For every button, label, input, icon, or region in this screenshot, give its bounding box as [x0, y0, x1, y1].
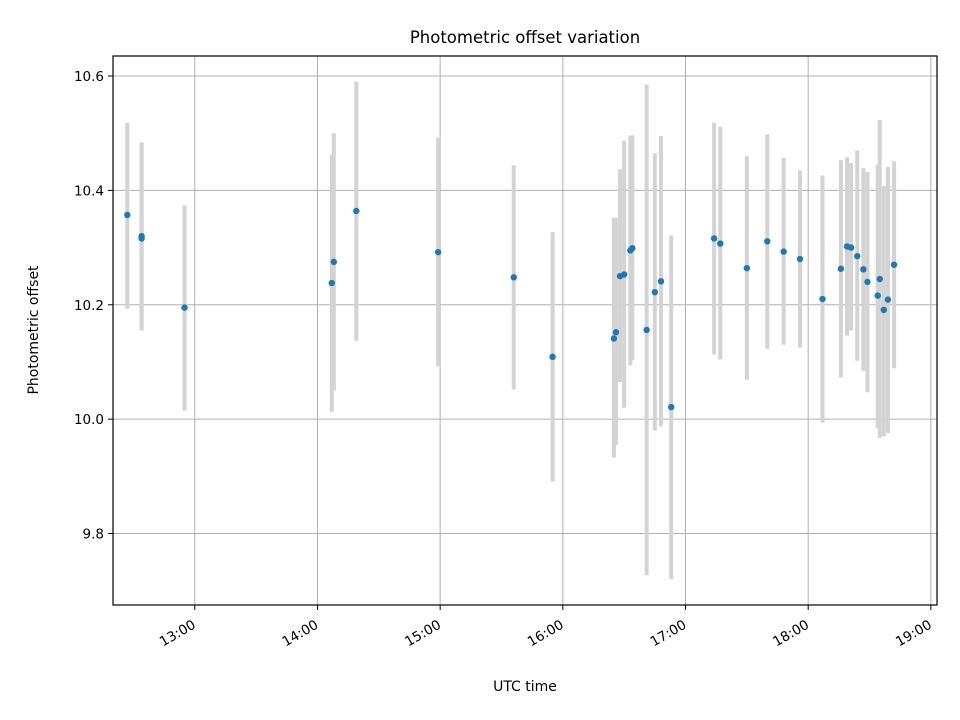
data-point [860, 266, 867, 273]
data-point [620, 271, 628, 278]
grid-layer [113, 56, 937, 605]
tick-layer: 13:00 14:00 15:00 16:00 17:00 18:00 19:00 9.8 10… [74, 69, 935, 650]
data-point [328, 279, 335, 287]
data-point [854, 252, 861, 260]
error-bar-layer [125, 81, 897, 580]
x-tick-label: 13:00 [157, 617, 199, 650]
plot-frame [112, 55, 938, 606]
y-axis-label: Photometric offset [26, 265, 42, 395]
data-point [138, 235, 145, 242]
data-point [434, 248, 442, 256]
data-point-layer [124, 207, 898, 411]
data-point [353, 207, 360, 215]
y-tick-label: 10.6 [74, 69, 104, 85]
data-point [780, 248, 787, 255]
y-tick-label: 10.2 [74, 298, 104, 314]
x-axis-label: UTC time [493, 679, 557, 695]
data-point [710, 235, 718, 242]
x-tick-label: 15:00 [402, 617, 444, 650]
data-point [610, 335, 618, 342]
data-point [880, 306, 888, 314]
data-point [890, 261, 898, 268]
data-point [181, 304, 188, 311]
data-point [651, 288, 659, 296]
x-tick-label: 16:00 [525, 617, 567, 650]
data-point [743, 264, 751, 272]
data-point [847, 244, 855, 251]
x-tick-label: 19:00 [893, 617, 935, 650]
x-tick-label: 17:00 [648, 617, 690, 650]
data-point [819, 295, 826, 303]
data-point [124, 211, 131, 219]
x-tick-label: 18:00 [770, 617, 812, 650]
data-point [796, 255, 804, 263]
data-point [549, 353, 556, 361]
data-point [717, 240, 724, 247]
y-tick-label: 9.8 [83, 527, 104, 543]
data-point [876, 275, 883, 283]
data-point [667, 403, 675, 411]
data-point [874, 292, 881, 299]
y-tick-label: 10.4 [74, 183, 104, 199]
data-point [657, 278, 665, 285]
data-point [510, 274, 517, 281]
x-tick-label: 14:00 [280, 617, 322, 650]
data-point [884, 296, 892, 303]
data-point [764, 238, 771, 245]
data-point [612, 329, 620, 336]
data-point [643, 326, 650, 334]
data-point [837, 265, 845, 272]
chart-title: Photometric offset variation [410, 28, 640, 47]
y-tick-label: 10.0 [74, 412, 104, 428]
data-point [864, 278, 871, 286]
data-point [629, 244, 636, 252]
data-point [330, 258, 338, 266]
